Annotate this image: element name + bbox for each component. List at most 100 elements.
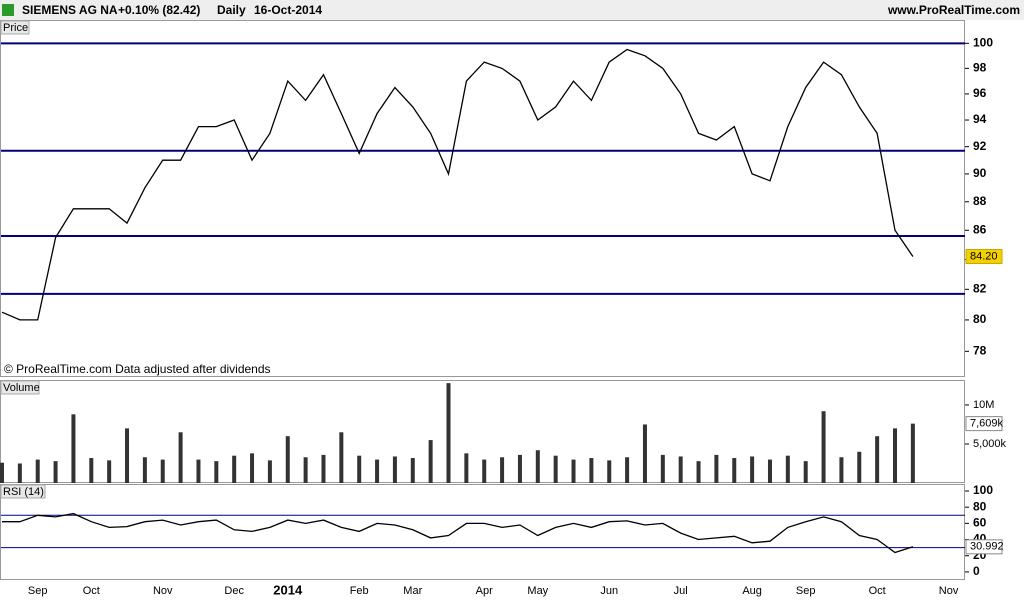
x-tick-label: Apr	[476, 585, 493, 597]
x-tick-label: Jul	[674, 585, 688, 597]
y-tick-label: 96	[973, 86, 987, 100]
volume-bar	[375, 459, 380, 483]
volume-bar	[71, 414, 76, 483]
panel-tag	[0, 380, 40, 395]
volume-bar	[285, 436, 290, 483]
symbol-icon	[2, 4, 14, 16]
series-line	[1, 48, 914, 321]
volume-bar	[482, 459, 487, 483]
x-tick-label: 2014	[273, 582, 303, 597]
x-tick-label: Oct	[869, 585, 886, 597]
current-box	[965, 539, 1003, 555]
volume-bar	[500, 457, 505, 483]
y-tick-label: 88	[973, 194, 987, 208]
panel-label: RSI (14)	[3, 486, 44, 498]
volume-bar	[250, 453, 255, 483]
volume-bar	[767, 459, 772, 483]
volume-bar	[357, 455, 362, 483]
header-bar	[0, 0, 1024, 20]
y-tick-label: 90	[973, 166, 987, 180]
volume-bar	[178, 432, 183, 483]
y-tick-label: 82	[973, 281, 987, 295]
volume-bar	[696, 461, 701, 483]
x-tick-label: May	[527, 585, 548, 597]
volume-bar	[750, 456, 755, 483]
volume-bar	[89, 458, 94, 483]
volume-bar	[642, 424, 647, 483]
y-tick-label: 100	[973, 36, 993, 50]
current-label: 7,609k	[970, 418, 1004, 430]
y-tick-label: 5,000k	[973, 438, 1007, 450]
y-tick-label: 0	[973, 564, 980, 578]
panel-label: Price	[3, 22, 28, 34]
panel-tag	[0, 20, 30, 35]
volume-bar	[339, 432, 344, 483]
x-tick-label: Dec	[224, 585, 244, 597]
volume-bar	[464, 453, 469, 483]
volume-bar	[589, 458, 594, 483]
series-line	[2, 512, 914, 554]
volume-bar	[732, 458, 737, 483]
y-tick-label: 94	[973, 112, 987, 126]
site: www.ProRealTime.com	[887, 3, 1020, 17]
volume-bar	[821, 411, 826, 483]
volume-bar	[446, 383, 451, 483]
volume-bar	[857, 451, 862, 483]
change: +0.10% (82.42)	[118, 3, 200, 17]
x-tick-label: Sep	[796, 585, 816, 597]
y-tick-label: 100	[973, 483, 993, 497]
x-tick-label: Sep	[28, 585, 48, 597]
volume-bar	[803, 461, 808, 483]
volume-bar	[839, 457, 844, 483]
volume-bar	[428, 440, 433, 483]
panel-label: Volume	[3, 382, 40, 394]
x-tick-label: Mar	[403, 585, 422, 597]
y-tick-label: 92	[973, 139, 987, 153]
volume-bar	[410, 458, 415, 483]
volume-bar	[785, 455, 790, 483]
volume-bar	[303, 457, 308, 483]
volume-bar	[214, 461, 219, 483]
rsi-panel	[0, 484, 965, 580]
note: © ProRealTime.com Data adjusted after di…	[4, 362, 271, 376]
x-tick-label: Oct	[83, 585, 100, 597]
volume-bar	[910, 423, 915, 483]
x-tick-label: Jun	[600, 585, 618, 597]
volume-bar	[517, 454, 522, 483]
current-box	[965, 249, 1003, 265]
volume-bar	[571, 459, 576, 483]
x-tick-label: Nov	[153, 585, 173, 597]
y-tick-label: 78	[973, 343, 987, 357]
y-tick-label: 86	[973, 222, 987, 236]
volume-bar	[553, 455, 558, 483]
volume-bar	[875, 436, 880, 483]
y-tick-label: 98	[973, 61, 987, 75]
y-tick-label: 10M	[973, 399, 994, 411]
volume-bar	[535, 450, 540, 483]
volume-bar	[107, 460, 112, 483]
x-tick-label: Feb	[350, 585, 369, 597]
volume-bar	[625, 457, 630, 483]
panel-tag	[0, 484, 46, 499]
volume-bar	[267, 460, 272, 483]
volume-bar	[321, 454, 326, 483]
x-tick-label: Nov	[939, 585, 959, 597]
volume-bar	[17, 463, 22, 483]
volume-bar	[232, 455, 237, 483]
current-label: 84.20	[970, 250, 998, 262]
current-label: 30.992	[970, 541, 1004, 553]
volume-bar	[660, 454, 665, 483]
current-box	[965, 416, 1003, 432]
period: Daily	[217, 3, 246, 17]
volume-bar	[142, 457, 147, 483]
volume-bar	[35, 459, 40, 483]
volume-bar	[392, 456, 397, 483]
volume-bar	[893, 428, 897, 483]
symbol: SIEMENS AG NA	[22, 3, 118, 17]
y-tick-label: 80	[973, 499, 987, 513]
volume-bar	[0, 462, 4, 483]
volume-bar	[53, 461, 58, 483]
volume-bar	[678, 456, 683, 483]
